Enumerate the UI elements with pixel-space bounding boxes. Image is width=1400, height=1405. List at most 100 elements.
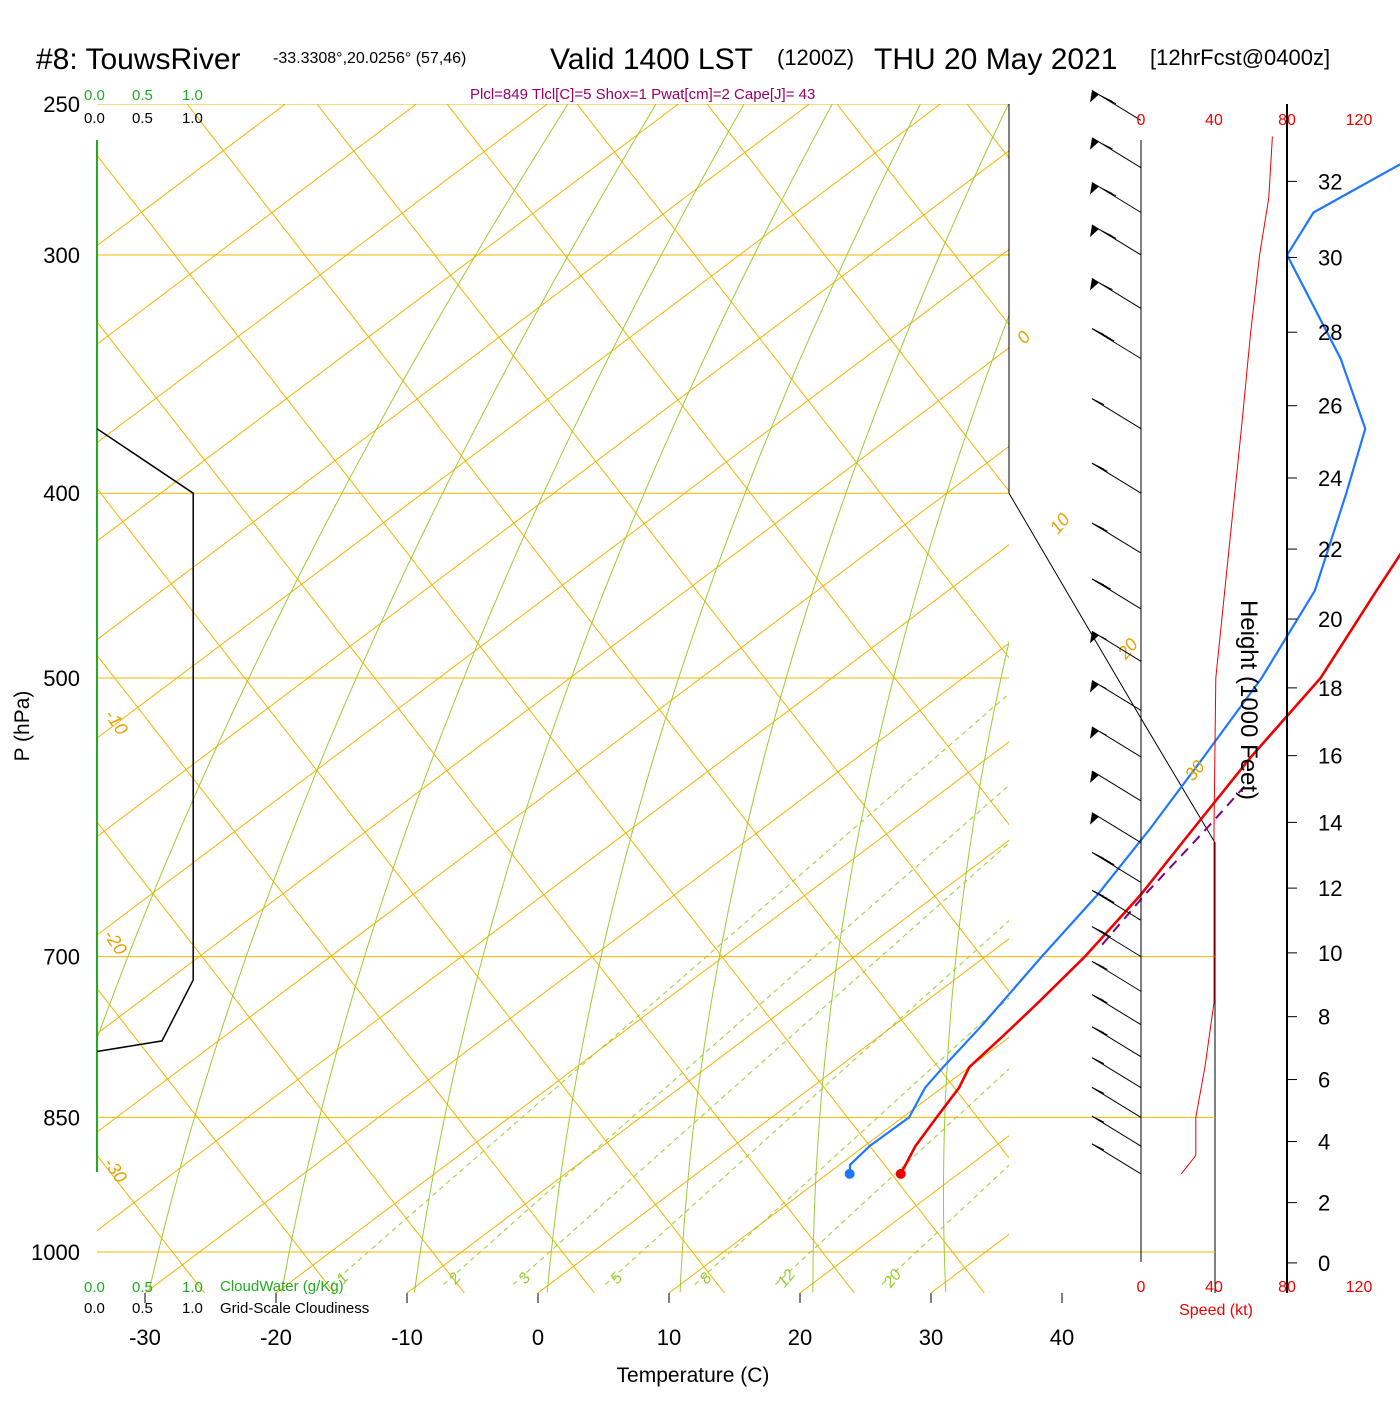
wind-barb-pennant [1090,727,1099,739]
dry-adiabat-line [944,104,1185,1292]
pressure-tick-label: 250 [43,92,80,117]
wind-barb [1092,727,1141,757]
wind-barb [1092,278,1141,308]
wind-barb-half [1101,686,1107,689]
cloudiness-bottom-0: 0.0 [84,1300,105,1317]
speed-axis-title: Speed (kt) [1179,1302,1253,1319]
dry-adiabat-line [813,104,1097,1292]
pressure-tick-label: 700 [43,945,80,970]
isotherm-label: -30 [100,1154,131,1187]
height-tick-label: 20 [1318,607,1342,632]
dry-adiabat-line [547,104,920,1292]
mixing-ratio-line [331,493,1241,1284]
station-coords: -33.3308°,20.0256° (57,46) [273,50,466,67]
wind-barb-feather [1102,897,1114,903]
speed-bottom-40: 40 [1205,1279,1223,1296]
x-tick-label: -10 [391,1325,423,1350]
wind-barb-feather [1095,1029,1107,1035]
wind-barb-feather [1104,232,1116,238]
cloudwater-bottom-0: 0.0 [84,1279,105,1296]
height-tick-label: 10 [1318,941,1342,966]
isotherm-line [0,104,678,1293]
speed-top-0: 0 [1137,112,1146,129]
wind-barb [1092,90,1141,120]
x-tick-label: -20 [260,1325,292,1350]
cloudiness-bottom-1: 1.0 [182,1300,203,1317]
cloudiness-title: Grid-Scale Cloudiness [220,1300,369,1317]
height-tick-label: 26 [1318,394,1342,419]
height-tick-label: 8 [1318,1005,1330,1030]
isotherm-line [145,104,1400,1293]
x-tick-label: 30 [919,1325,943,1350]
isotherm-line [800,104,1400,1293]
wind-barb-half [1101,636,1107,639]
isotherm-line [669,104,1400,1293]
height-tick-label: 16 [1318,744,1342,769]
speed-bottom-80: 80 [1278,1279,1296,1296]
moist-adiabat-line [707,104,1400,1293]
cloudwater-top-0: 0.0 [84,87,105,104]
zulu-time: (1200Z) [777,45,854,70]
cloudiness-bottom-05: 0.5 [132,1300,153,1317]
cloudiness-top-05: 0.5 [132,110,153,127]
wind-barb-feather [1104,190,1116,196]
wind-barb-half [1101,732,1107,735]
y-axis-title: P (hPa) [11,691,34,762]
wind-barb-pennant [1090,90,1099,102]
dry-adiabat-line [414,104,832,1292]
x-tick-label: 10 [657,1325,681,1350]
mixing-ratio-label: 12 [775,1266,800,1291]
isotherm-label: -10 [101,706,132,739]
x-tick-label: -30 [129,1325,161,1350]
isotherm-line [1062,104,1400,1293]
wind-barb-feather [1101,284,1113,290]
cloudwater-bottom-1: 1.0 [182,1279,203,1296]
mixing-ratio-line [775,493,1400,1284]
frame-right-slant [1009,493,1215,1293]
cloudiness-top-0: 0.0 [84,110,105,127]
x-tick-label: 0 [532,1325,544,1350]
speed-top-120: 120 [1346,112,1373,129]
height-axis-title: Height (1000 Feet) [1235,600,1262,800]
isotherm-line [0,104,1333,1293]
height-tick-label: 30 [1318,245,1342,270]
moist-adiabat-line [1357,104,1400,1293]
isotherm-line [0,104,547,1293]
valid-time: Valid 1400 LST [550,43,753,76]
wind-barb-pennant [1090,680,1099,692]
wind-barb-pennant [1090,278,1099,290]
wind-barb-pennant [1090,771,1099,783]
x-tick-label: 40 [1050,1325,1074,1350]
height-tick-label: 28 [1318,320,1342,345]
wind-barb-half [1095,1090,1101,1093]
moist-adiabat-line [57,104,984,1293]
isotherm-line [276,104,1400,1293]
moist-adiabat-line [0,104,724,1293]
mixing-ratio-label: 3 [515,1270,534,1288]
pressure-tick-label: 850 [43,1105,80,1130]
isotherms [0,104,1400,1293]
pressure-tick-label: 300 [43,243,80,268]
moist-adiabat-line [577,104,1400,1293]
height-tick-label: 18 [1318,676,1342,701]
mixing-ratio-line [605,493,1400,1284]
pressure-tick-label: 1000 [31,1240,80,1265]
wind-barb-pennant [1090,813,1099,825]
pressure-tick-label: 500 [43,666,80,691]
mixing-ratio-label: 8 [697,1270,716,1288]
wind-barb-feather [1102,335,1114,341]
wind-barb [1092,225,1141,255]
plot-frame [97,104,1215,1293]
height-tick-label: 24 [1318,466,1342,491]
height-tick-label: 4 [1318,1130,1330,1155]
height-tick-label: 32 [1318,169,1342,194]
parcel-line [1102,787,1244,945]
cloudwater-title: CloudWater (g/Kg) [220,1278,344,1295]
wind-barb-half [1104,145,1110,148]
pressure-tick-label: 400 [43,481,80,506]
wind-barb [1092,138,1141,168]
speed-bottom-0: 0 [1137,1279,1146,1296]
wind-barb [1092,680,1141,710]
